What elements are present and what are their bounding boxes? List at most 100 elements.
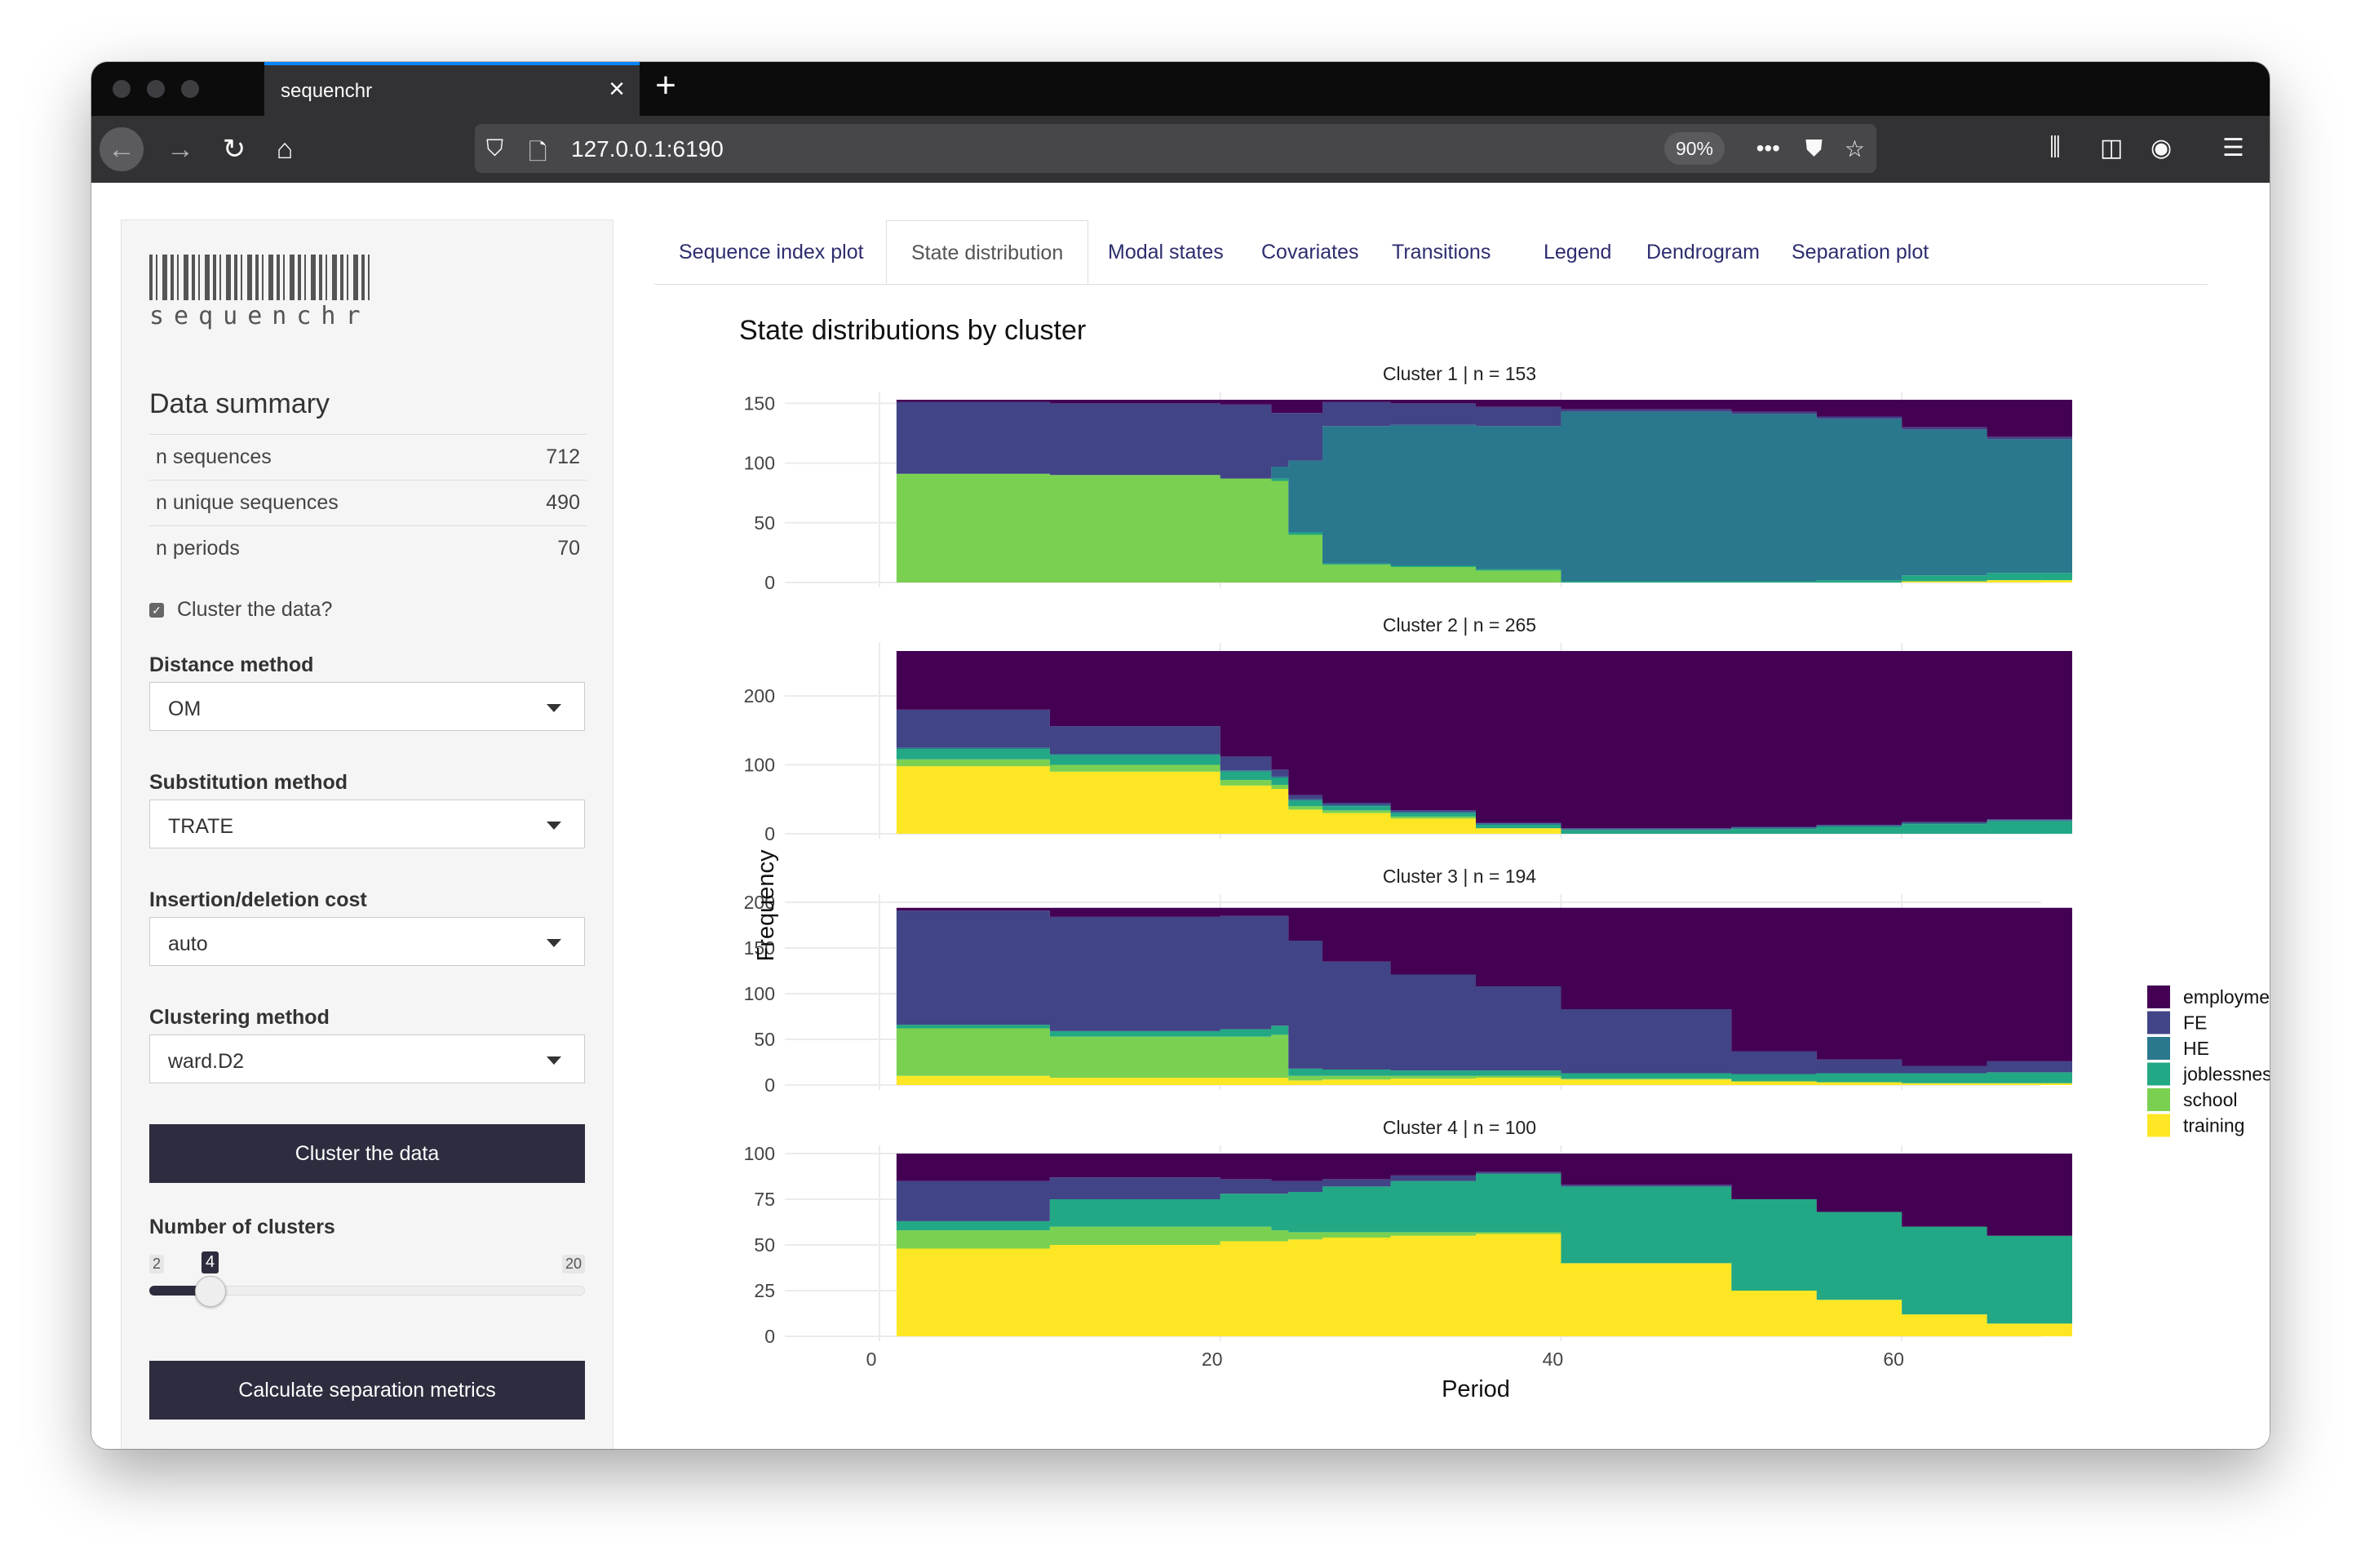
- zoom-level[interactable]: 90%: [1663, 132, 1725, 165]
- panel-title: Cluster 3 | n = 194: [1383, 866, 1536, 887]
- legend-swatch: [2147, 1062, 2170, 1086]
- tab-transitions[interactable]: Transitions: [1392, 241, 1491, 264]
- reload-icon[interactable]: ↻: [222, 134, 246, 165]
- summary-label: n sequences: [156, 445, 272, 468]
- window-controls: [113, 80, 199, 98]
- summary-value: 712: [546, 445, 580, 468]
- clustering-method-value: ward.D2: [168, 1050, 245, 1073]
- legend-swatch: [2147, 1037, 2170, 1060]
- x-tick-label: 20: [1202, 1349, 1223, 1370]
- slider-current-value: 4: [202, 1251, 219, 1273]
- indel-cost-select[interactable]: auto: [149, 917, 585, 966]
- cluster-checkbox-row[interactable]: ✓ Cluster the data?: [149, 598, 332, 622]
- zoom-window-button[interactable]: [181, 80, 199, 98]
- summary-row: n periods 70: [149, 525, 587, 571]
- tab-modal-states[interactable]: Modal states: [1108, 241, 1224, 264]
- y-tick-label: 100: [744, 754, 775, 775]
- address-bar[interactable]: ⛉ 🗋 127.0.0.1:6190 90% ••• ⛊ ☆: [475, 124, 1876, 173]
- legend-swatch: [2147, 1088, 2170, 1111]
- clustering-method-label: Clustering method: [149, 1006, 330, 1029]
- area-joblessness: [896, 1173, 2072, 1331]
- y-tick-label: 200: [744, 685, 775, 706]
- slider-min-label: 2: [149, 1255, 165, 1273]
- tab-sequence-index-plot[interactable]: Sequence index plot: [679, 241, 864, 264]
- y-tick-label: 0: [764, 823, 775, 844]
- chevron-down-icon: [547, 1056, 561, 1065]
- legend-label: school: [2183, 1089, 2237, 1110]
- logo-wordmark: sequenchr: [149, 302, 370, 330]
- number-of-clusters-label: Number of clusters: [149, 1216, 335, 1238]
- home-icon[interactable]: ⌂: [276, 133, 294, 165]
- area-training: [896, 578, 2072, 582]
- chevron-down-icon: [547, 704, 561, 712]
- tab-legend[interactable]: Legend: [1544, 241, 1612, 264]
- tab-dendrogram[interactable]: Dendrogram: [1646, 241, 1760, 264]
- slider-handle[interactable]: [195, 1276, 226, 1307]
- sidebar-toggle-icon[interactable]: ◫: [2100, 135, 2124, 162]
- area-fe: [896, 910, 2072, 1074]
- close-tab-icon[interactable]: ×: [609, 73, 625, 104]
- tab-covariates[interactable]: Covariates: [1261, 241, 1359, 264]
- area-fe: [896, 401, 2072, 479]
- x-axis-title: Period: [1442, 1376, 1510, 1402]
- y-tick-label: 0: [764, 572, 775, 593]
- x-tick-label: 40: [1543, 1349, 1564, 1370]
- barcode-logo-graphic: [149, 255, 371, 300]
- browser-tab[interactable]: sequenchr ×: [264, 62, 640, 116]
- indel-cost-value: auto: [168, 932, 208, 955]
- y-tick-label: 75: [754, 1189, 775, 1210]
- distance-method-select[interactable]: OM: [149, 682, 585, 731]
- menu-icon[interactable]: ☰: [2222, 135, 2244, 162]
- number-of-clusters-slider[interactable]: 2 4 20: [149, 1251, 585, 1312]
- library-icon[interactable]: ⫼: [2049, 134, 2061, 161]
- area-training: [896, 1234, 2072, 1336]
- legend-label: HE: [2183, 1038, 2209, 1059]
- shield-icon[interactable]: ⛉: [486, 135, 504, 161]
- substitution-method-label: Substitution method: [149, 771, 348, 794]
- distance-method-label: Distance method: [149, 653, 314, 676]
- y-axis-title: Frequency: [753, 849, 779, 962]
- area-fe: [896, 1172, 2072, 1243]
- x-tick-label: 0: [866, 1349, 877, 1370]
- area-training: [896, 766, 2072, 834]
- minimize-window-button[interactable]: [147, 80, 165, 98]
- back-icon[interactable]: ←: [100, 127, 144, 171]
- area-fe: [896, 709, 2072, 830]
- new-tab-icon[interactable]: +: [655, 65, 676, 105]
- summary-row: n sequences 712: [149, 434, 587, 480]
- url-text[interactable]: 127.0.0.1:6190: [571, 136, 724, 162]
- area-employment: [896, 1154, 2072, 1243]
- cluster-checkbox[interactable]: ✓: [149, 602, 164, 618]
- substitution-method-value: TRATE: [168, 815, 234, 838]
- chevron-down-icon: [547, 939, 561, 947]
- legend-swatch: [2147, 1011, 2170, 1034]
- area-school: [896, 473, 2072, 582]
- legend-label: training: [2183, 1115, 2244, 1136]
- browser-window: sequenchr × + ← → ↻ ⌂ ⛉ 🗋 127.0.0.1:6190…: [91, 62, 2270, 1449]
- clustering-method-select[interactable]: ward.D2: [149, 1034, 585, 1083]
- substitution-method-select[interactable]: TRATE: [149, 800, 585, 848]
- legend-swatch: [2147, 1114, 2170, 1137]
- forward-icon[interactable]: →: [166, 133, 194, 165]
- close-window-button[interactable]: [113, 80, 131, 98]
- account-icon[interactable]: ◉: [2151, 135, 2173, 162]
- cluster-data-button[interactable]: Cluster the data: [149, 1124, 585, 1183]
- tab-separation-plot[interactable]: Separation plot: [1792, 241, 1929, 264]
- y-tick-label: 50: [754, 1029, 775, 1050]
- chevron-down-icon: [547, 822, 561, 830]
- more-actions-icon[interactable]: •••: [1756, 135, 1780, 161]
- y-tick-label: 150: [744, 392, 775, 414]
- app-logo: sequenchr: [149, 255, 371, 330]
- tab-state-distribution[interactable]: State distribution: [886, 220, 1089, 284]
- y-tick-label: 100: [744, 453, 775, 474]
- browser-tab-title: sequenchr: [281, 80, 373, 102]
- summary-row: n unique sequences 490: [149, 480, 587, 525]
- bookmark-star-icon[interactable]: ☆: [1844, 136, 1865, 162]
- summary-label: n unique sequences: [156, 491, 339, 514]
- summary-label: n periods: [156, 537, 240, 560]
- slider-max-label: 20: [561, 1255, 585, 1273]
- pocket-icon[interactable]: ⛊: [1805, 135, 1823, 161]
- calculate-separation-button[interactable]: Calculate separation metrics: [149, 1361, 585, 1420]
- indel-cost-label: Insertion/deletion cost: [149, 888, 367, 911]
- tab-strip: sequenchr × +: [91, 62, 2270, 116]
